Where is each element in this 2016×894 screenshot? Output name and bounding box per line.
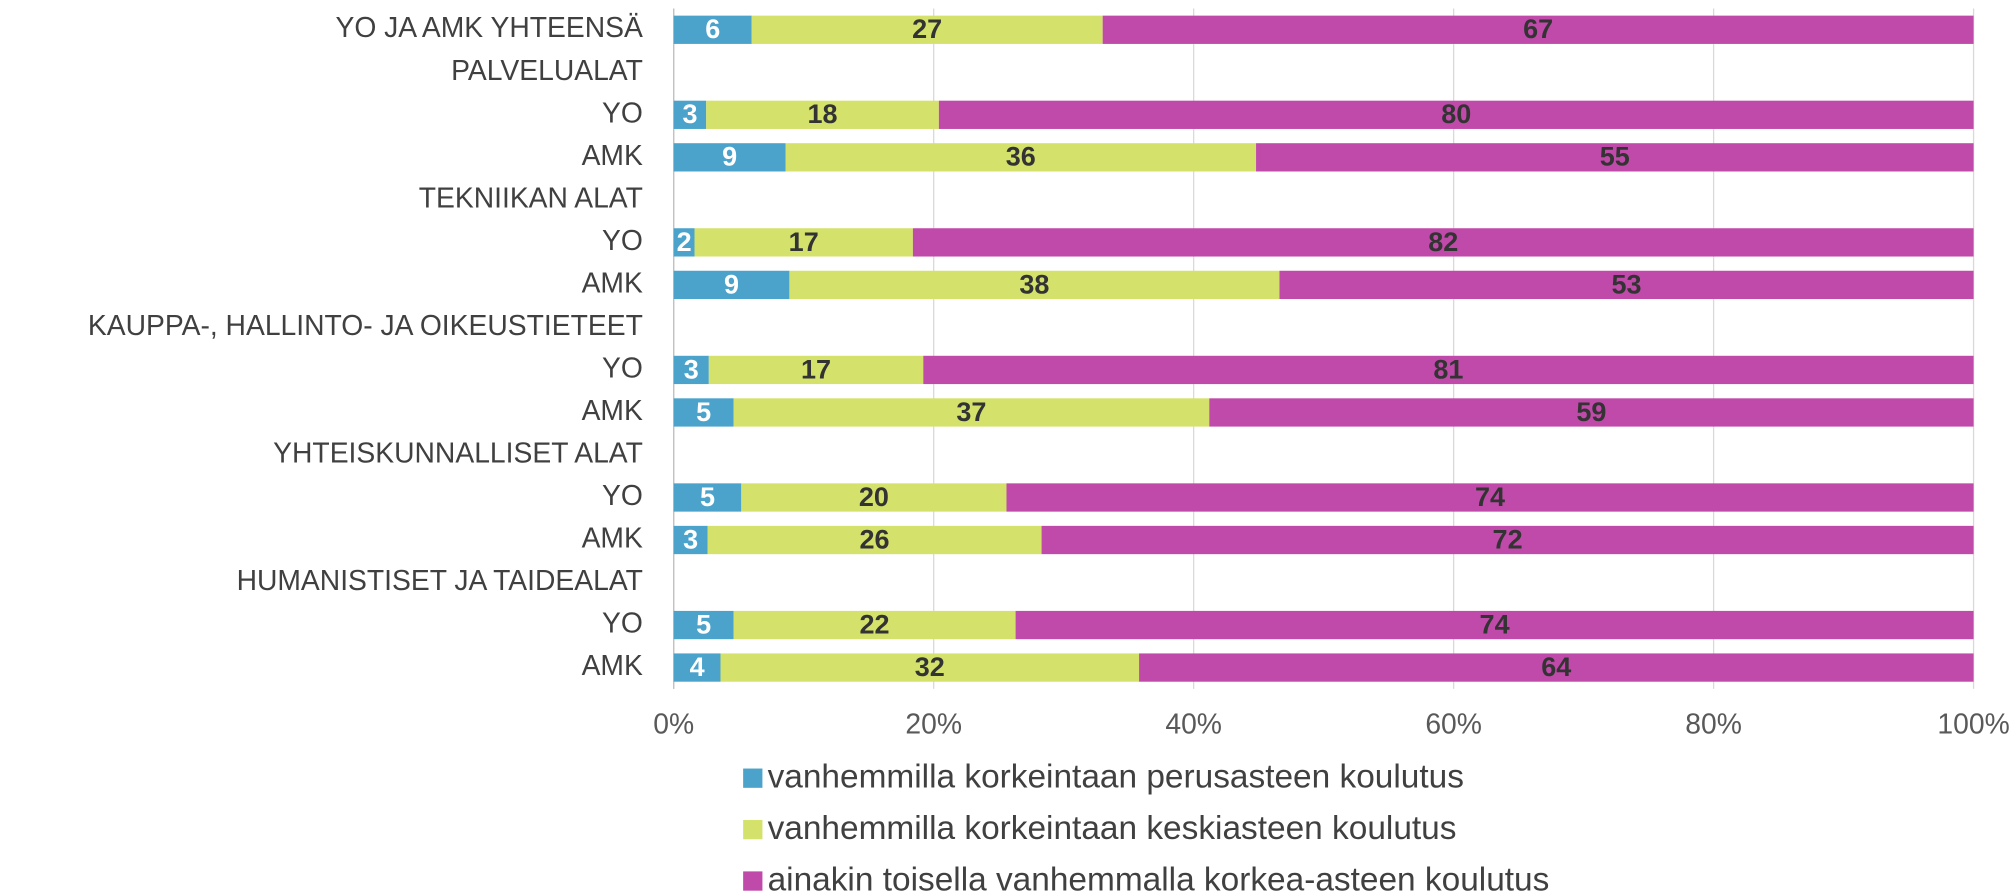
y-tick-label: YO JA AMK YHTEENSÄ	[335, 11, 643, 43]
bar-segment	[938, 100, 1974, 129]
legend-label: vanhemmilla korkeintaan keskiasteen koul…	[768, 810, 1457, 847]
data-label: 26	[860, 524, 890, 554]
data-label: 3	[683, 524, 698, 554]
bar-segment	[673, 525, 708, 555]
bar-segment	[673, 355, 709, 385]
bar-segment	[673, 15, 752, 44]
bar-segment	[708, 355, 924, 385]
data-label: 37	[956, 397, 986, 427]
y-tick-label: YHTEISKUNNALLISET ALAT	[273, 436, 643, 468]
bar-segment	[673, 270, 790, 300]
x-tick-label: 40%	[1165, 708, 1222, 740]
bar-segment	[1256, 143, 1974, 172]
x-tick-label: 100%	[1937, 708, 2009, 740]
data-label: 53	[1611, 269, 1641, 299]
y-tick-label: AMK	[582, 649, 643, 681]
bar-segment	[673, 100, 707, 129]
data-label: 3	[682, 99, 697, 129]
data-label: 9	[724, 269, 739, 299]
bar-segment	[741, 483, 1007, 512]
data-label: 4	[690, 652, 705, 682]
bar-segment	[1041, 525, 1974, 555]
data-label: 2	[677, 227, 692, 257]
bar-segment	[720, 653, 1140, 682]
data-label: 74	[1480, 609, 1510, 639]
x-tick-label: 20%	[905, 708, 962, 740]
bar-segment	[733, 398, 1210, 427]
data-label: 72	[1493, 524, 1523, 554]
bar-segment	[1006, 483, 1974, 512]
bar-segment	[673, 610, 734, 640]
data-label: 32	[915, 652, 945, 682]
data-label: 82	[1428, 227, 1458, 257]
bar-segment	[673, 653, 721, 682]
legend-swatch	[743, 871, 763, 891]
y-tick-label: TEKNIIKAN ALAT	[419, 181, 643, 213]
data-label: 55	[1600, 142, 1630, 172]
data-label: 27	[912, 14, 942, 44]
bar-segment	[751, 15, 1103, 44]
data-label: 64	[1541, 652, 1571, 682]
data-label: 38	[1019, 269, 1049, 299]
y-tick-label: AMK	[582, 139, 643, 171]
y-tick-label: AMK	[582, 394, 643, 426]
bar-segment	[1139, 653, 1974, 682]
bar-segment	[673, 483, 742, 512]
bar-segment	[912, 228, 1974, 257]
x-tick-label: 60%	[1425, 708, 1482, 740]
legend-swatch	[743, 819, 763, 840]
x-tick-label: 80%	[1685, 708, 1742, 740]
bar-segment	[923, 355, 1974, 385]
bar-segment	[694, 228, 913, 257]
data-label: 67	[1523, 14, 1553, 44]
bar-segment	[1279, 270, 1974, 300]
data-label: 17	[801, 354, 831, 384]
data-label: 59	[1576, 397, 1606, 427]
y-tick-label: AMK	[582, 521, 643, 553]
data-label: 22	[860, 609, 890, 639]
data-label: 74	[1475, 482, 1505, 512]
legend-label: ainakin toisella vanhemmalla korkea-aste…	[768, 862, 1550, 894]
data-label: 6	[705, 14, 720, 44]
bar-segment	[785, 143, 1257, 172]
data-label: 81	[1433, 354, 1463, 384]
bar-segment	[733, 610, 1016, 640]
legend-swatch	[743, 768, 763, 788]
data-label: 17	[789, 227, 819, 257]
bar-segment	[673, 228, 695, 257]
data-label: 9	[722, 142, 737, 172]
data-label: 5	[700, 482, 715, 512]
data-label: 20	[859, 482, 889, 512]
y-tick-label: YO	[602, 479, 643, 511]
bar-segment	[1102, 15, 1974, 44]
y-tick-label: YO	[602, 224, 643, 256]
bar-segment	[789, 270, 1280, 300]
legend-label: vanhemmilla korkeintaan perusasteen koul…	[768, 759, 1464, 796]
data-label: 3	[684, 354, 699, 384]
y-tick-label: AMK	[582, 266, 643, 298]
bar-segment	[1015, 610, 1974, 640]
bar-segment	[707, 525, 1042, 555]
y-tick-label: PALVELUALAT	[451, 54, 643, 86]
data-label: 5	[696, 609, 711, 639]
y-tick-label: YO	[602, 607, 643, 639]
data-label: 36	[1006, 142, 1036, 172]
data-label: 18	[808, 99, 838, 129]
bar-segment	[706, 100, 939, 129]
x-tick-label: 0%	[653, 708, 694, 740]
y-tick-label: HUMANISTISET JA TAIDEALAT	[237, 564, 643, 596]
y-tick-label: YO	[602, 96, 643, 128]
data-label: 5	[696, 397, 711, 427]
y-tick-label: YO	[602, 351, 643, 383]
data-label: 80	[1441, 99, 1471, 129]
bar-segment	[1209, 398, 1974, 427]
bar-segment	[673, 398, 734, 427]
y-tick-label: KAUPPA-, HALLINTO- JA OIKEUSTIETEET	[88, 309, 643, 341]
bar-segment	[673, 143, 786, 172]
